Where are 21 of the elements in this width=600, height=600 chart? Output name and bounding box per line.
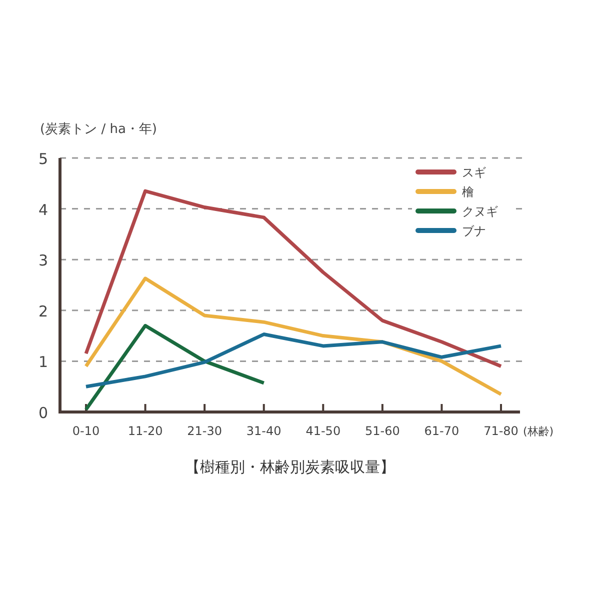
y-tick-label: 1: [38, 353, 48, 372]
y-tick-label: 4: [38, 200, 48, 219]
text: 【樹種別・林齢別炭素吸収量】: [185, 458, 395, 476]
y-tick-label: 0: [38, 404, 48, 422]
y-tick-label: 2: [38, 302, 48, 320]
x-tick-label: 31-40: [246, 424, 282, 438]
y-axis-title: (炭素トン / ha・年): [40, 122, 157, 137]
x-tick-label: 41-50: [306, 424, 341, 438]
legend-label: クヌギ: [462, 204, 498, 218]
x-tick-label: 11-20: [128, 424, 163, 438]
x-axis-title: (林齢): [523, 425, 554, 438]
x-tick-label: 0-10: [72, 424, 100, 438]
x-tick-label: 51-60: [364, 424, 400, 438]
x-tick-label: 21-30: [187, 424, 222, 438]
x-tick-label: 71-80: [484, 424, 518, 438]
y-tick-label: 3: [38, 252, 48, 270]
legend-label: 檜: [462, 185, 474, 199]
legend-label: スギ: [462, 166, 486, 180]
legend-label: ブナ: [462, 224, 486, 238]
x-tick-label: 61-70: [424, 424, 460, 438]
y-tick-label: 5: [38, 150, 48, 168]
